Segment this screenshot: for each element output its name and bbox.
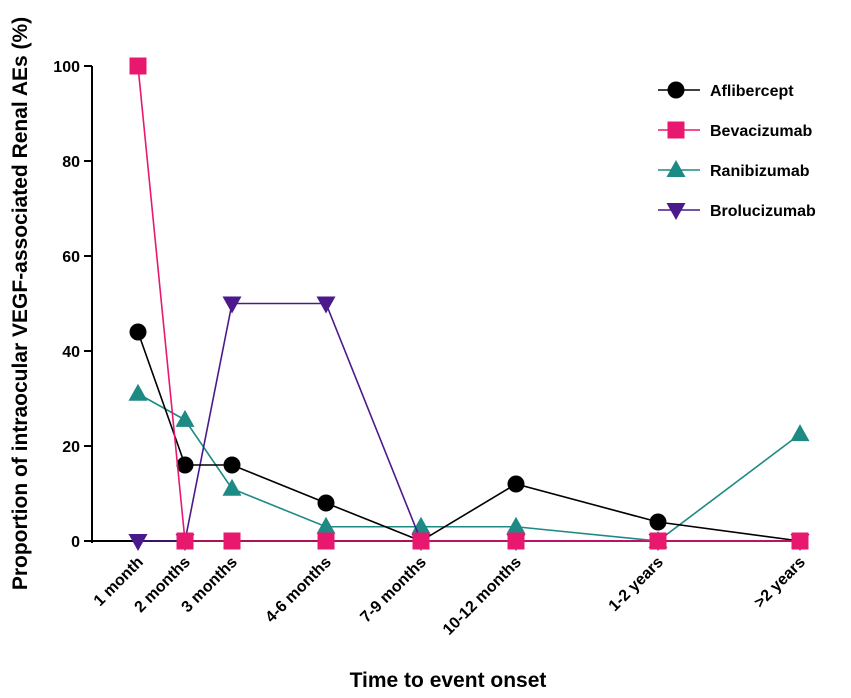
legend-item-ranibizumab[interactable]: Ranibizumab xyxy=(658,160,810,180)
data-point-brolucizumab xyxy=(128,534,148,551)
legend-marker xyxy=(666,160,686,177)
x-axis-title: Time to event onset xyxy=(350,669,547,692)
y-tick-label: 0 xyxy=(71,534,80,551)
data-point-aflibercept xyxy=(223,456,241,474)
legend-label: Ranibizumab xyxy=(710,163,810,180)
data-point-bevacizumab xyxy=(129,57,147,75)
data-point-ranibizumab xyxy=(128,383,148,401)
data-point-aflibercept xyxy=(649,513,667,531)
legend-marker xyxy=(667,121,685,139)
legend-marker xyxy=(666,203,686,220)
data-point-aflibercept xyxy=(317,494,335,512)
y-axis-title: Proportion of intraocular VEGF-associate… xyxy=(9,17,32,590)
series-layer xyxy=(128,57,810,551)
data-point-brolucizumab xyxy=(222,296,242,314)
x-tick-label: 1-2 years xyxy=(606,554,667,615)
series-line-brolucizumab xyxy=(138,302,800,542)
data-point-aflibercept xyxy=(176,456,194,474)
data-point-ranibizumab xyxy=(316,516,336,534)
data-point-bevacizumab xyxy=(507,532,525,550)
x-tick-label: 7-9 months xyxy=(357,554,429,626)
x-tick-label: 10-12 months xyxy=(440,554,525,639)
data-point-brolucizumab xyxy=(316,296,336,314)
y-tick-label: 40 xyxy=(62,344,80,361)
data-point-ranibizumab xyxy=(175,409,195,427)
legend: Aflibercept Bevacizumab Ranibizumab Broluci… xyxy=(658,81,816,220)
data-point-bevacizumab xyxy=(223,532,241,550)
data-point-bevacizumab xyxy=(649,532,667,550)
series-aflibercept xyxy=(129,323,809,550)
series-line-ranibizumab xyxy=(137,393,801,542)
data-point-aflibercept xyxy=(129,323,147,341)
y-tick-label: 20 xyxy=(62,439,80,456)
data-point-ranibizumab xyxy=(222,478,242,496)
data-point-ranibizumab xyxy=(790,424,810,442)
legend-item-brolucizumab[interactable]: Brolucizumab xyxy=(658,203,816,220)
data-point-bevacizumab xyxy=(176,532,194,550)
legend-label: Aflibercept xyxy=(710,83,794,100)
data-point-aflibercept xyxy=(507,475,525,493)
data-point-bevacizumab xyxy=(412,532,430,550)
legend-marker xyxy=(667,81,685,99)
y-tick-label: 100 xyxy=(53,59,80,76)
legend-label: Bevacizumab xyxy=(710,123,812,140)
y-tick-label: 60 xyxy=(62,249,80,266)
series-bevacizumab xyxy=(129,57,809,550)
legend-label: Brolucizumab xyxy=(710,203,816,220)
legend-item-bevacizumab[interactable]: Bevacizumab xyxy=(658,121,812,141)
x-tick-label: 4-6 months xyxy=(262,554,334,626)
x-tick-label: >2 years xyxy=(751,554,809,612)
data-point-bevacizumab xyxy=(317,532,335,550)
data-point-bevacizumab xyxy=(791,532,809,550)
data-point-ranibizumab xyxy=(506,516,526,534)
y-tick-label: 80 xyxy=(62,154,80,171)
legend-item-aflibercept[interactable]: Aflibercept xyxy=(658,81,794,101)
